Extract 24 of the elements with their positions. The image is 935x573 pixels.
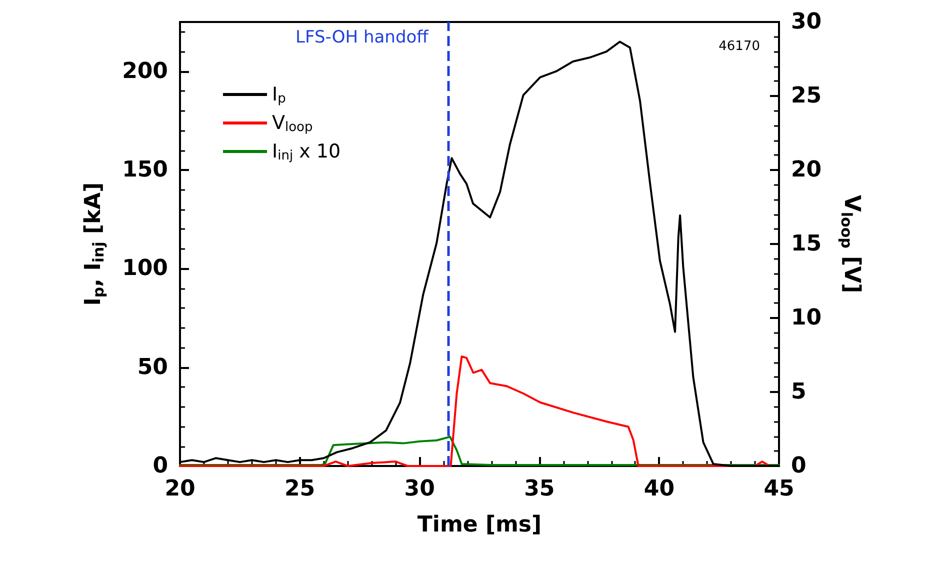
y2-tick-label: 10 bbox=[791, 306, 822, 330]
y2-tick-label: 25 bbox=[791, 84, 822, 108]
x-tick-label: 20 bbox=[164, 476, 196, 502]
y-tick-label: 200 bbox=[122, 58, 168, 84]
y2-tick-label: 15 bbox=[791, 232, 822, 256]
annotation: 46170 bbox=[718, 39, 760, 54]
y2-tick-label: 20 bbox=[791, 158, 822, 182]
y2-tick-label: 0 bbox=[791, 454, 806, 478]
x-tick-label: 45 bbox=[764, 476, 794, 502]
x-tick-label: 35 bbox=[524, 476, 555, 502]
line-series bbox=[179, 436, 780, 466]
x-axis-title: Time [ms] bbox=[417, 512, 542, 538]
y2-axis-title: Vloop [V] bbox=[838, 194, 864, 294]
y2-tick-label: 30 bbox=[791, 10, 822, 34]
x-tick-label: 30 bbox=[404, 476, 435, 502]
y-axis-title: Ip, Iinj [kA] bbox=[81, 182, 108, 306]
y2-tick-label: 5 bbox=[791, 380, 806, 404]
ref-line-label: LFS-OH handoff bbox=[296, 28, 430, 48]
y-tick-label: 50 bbox=[137, 354, 168, 380]
x-tick-label: 25 bbox=[284, 476, 316, 502]
y-tick-label: 100 bbox=[122, 256, 168, 282]
x-tick-label: 40 bbox=[644, 476, 675, 502]
y-tick-label: 150 bbox=[122, 158, 168, 182]
y-tick-label: 0 bbox=[152, 454, 168, 478]
